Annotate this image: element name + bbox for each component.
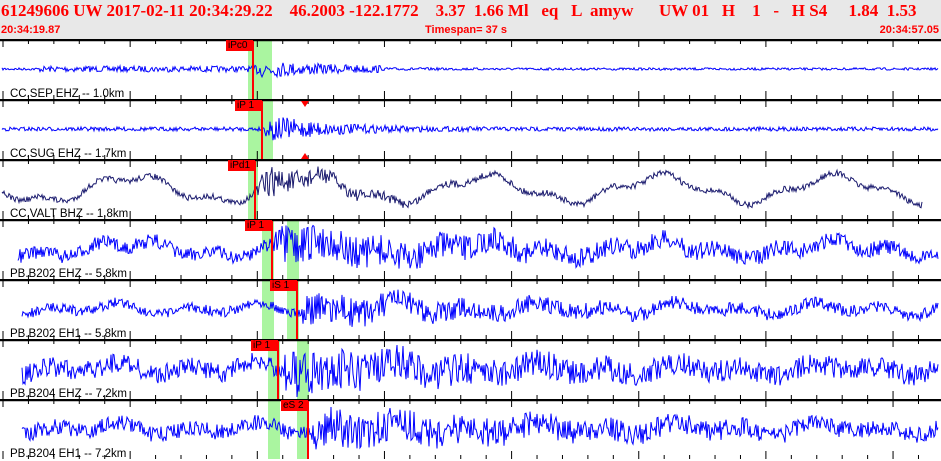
pick-label[interactable]: iPd1 [228, 160, 255, 171]
start-time: 20:34:19.87 [1, 24, 61, 36]
waveform-panels: iPc0 CC.SEP EHZ -- 1.0km iP 1 CC.SUG EHZ --… [0, 39, 941, 460]
event-title: 61249606 UW 2017-02-11 20:34:29.22 46.20… [1, 1, 917, 20]
channel-panel[interactable]: eS 2 PB.B204 EH1 -- 7.2km [0, 399, 941, 460]
pick-window [248, 160, 258, 219]
waveform-trace [17, 224, 939, 269]
pick-label[interactable]: iS 1 [270, 280, 297, 291]
channel-panel[interactable]: iPd1 CC.VALT BHZ -- 1.8km [0, 159, 941, 220]
event-header: 61249606 UW 2017-02-11 20:34:29.22 46.20… [0, 0, 941, 39]
channel-label: CC.VALT BHZ -- 1.8km [10, 208, 129, 220]
timespan: Timespan= 37 s [425, 24, 508, 36]
amplitude-marker-icon [301, 153, 309, 159]
waveform-trace [1, 62, 939, 79]
waveform-trace [1, 166, 923, 210]
channel-label: CC.SEP EHZ -- 1.0km [10, 88, 125, 100]
pick-label[interactable]: iPc0 [226, 40, 253, 51]
waveform-trace [21, 289, 939, 327]
end-time: 20:34:57.05 [879, 24, 939, 36]
waveform-trace [21, 406, 939, 450]
pick-window [262, 280, 274, 339]
pick-window [268, 400, 280, 459]
pick-label[interactable]: iP 1 [235, 100, 262, 111]
channel-label: PB.B202 EHZ -- 5.8km [10, 268, 127, 280]
pick-window [297, 340, 309, 399]
pick-label[interactable]: iP 1 [245, 220, 272, 231]
channel-label: PB.B202 EH1 -- 5.8km [10, 328, 127, 340]
channel-panel[interactable]: iPc0 CC.SEP EHZ -- 1.0km [0, 39, 941, 100]
channel-label: CC.SUG EHZ -- 1.7km [10, 148, 127, 160]
amplitude-marker-icon [301, 101, 309, 107]
pick-label[interactable]: iP 1 [251, 340, 278, 351]
pick-label[interactable]: eS 2 [281, 400, 308, 411]
channel-label: PB.B204 EHZ -- 7.2km [10, 388, 127, 400]
channel-panel[interactable]: iP 1 CC.SUG EHZ -- 1.7km [0, 99, 941, 160]
channel-label: PB.B204 EH1 -- 7.2km [10, 448, 127, 460]
channel-panel[interactable]: iP 1 PB.B202 EHZ -- 5.8km [0, 219, 941, 280]
channel-panel[interactable]: iP 1 PB.B204 EHZ -- 7.2km [0, 339, 941, 400]
channel-panel[interactable]: iS 1 PB.B202 EH1 -- 5.8km [0, 279, 941, 340]
waveform-trace [21, 344, 939, 398]
waveform-trace [1, 117, 939, 141]
